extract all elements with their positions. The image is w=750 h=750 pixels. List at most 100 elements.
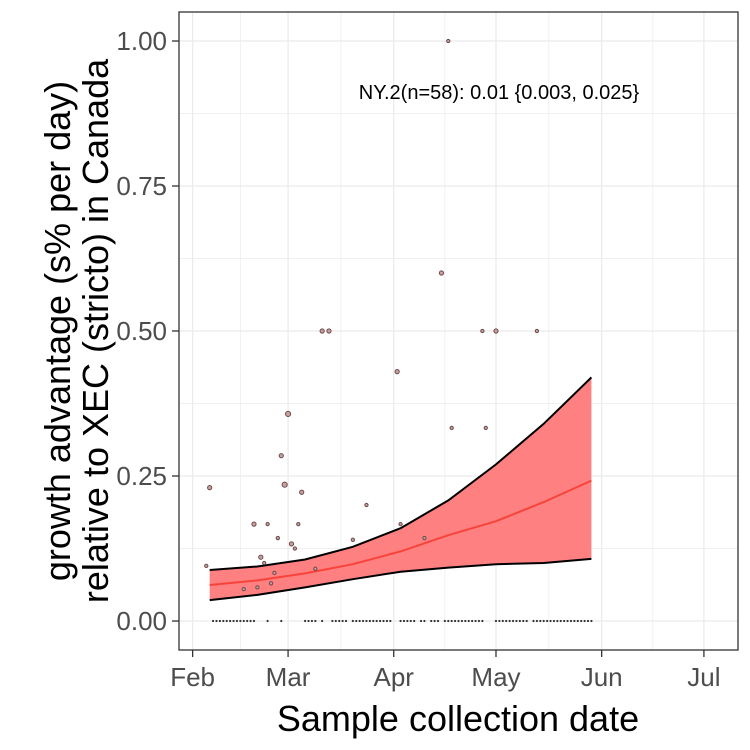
zero-data-point (535, 619, 538, 623)
zero-data-point (361, 619, 365, 623)
data-point (493, 328, 499, 334)
zero-data-point (379, 619, 382, 623)
zero-data-point (229, 619, 232, 623)
y-tick-label: 0.00 (116, 606, 167, 636)
zero-data-point (464, 619, 467, 623)
data-point (364, 502, 369, 508)
x-tick-label: Mar (266, 662, 311, 692)
upper-bound-line (209, 376, 593, 571)
zero-data-point (477, 619, 481, 623)
y-axis: 0.00 0.25 0.50 0.75 1.00 (116, 26, 179, 636)
zero-data-point (215, 619, 218, 623)
data-point (285, 410, 292, 417)
zero-data-point (402, 619, 406, 623)
zero-data-point (310, 619, 314, 623)
zero-data-point (218, 619, 222, 623)
zero-data-point (549, 619, 552, 623)
zero-data-point (399, 619, 402, 623)
zero-data-point (518, 619, 521, 623)
zero-data-point (590, 619, 593, 623)
zero-data-point (580, 619, 583, 623)
zero-data-point (532, 619, 535, 623)
zero-data-point (368, 619, 371, 623)
zero-data-point (239, 619, 242, 623)
y-axis-title-line-1: growth advantage (s% per day) (37, 81, 78, 581)
data-point (288, 541, 295, 547)
zero-data-point (457, 619, 460, 623)
zero-data-point (252, 619, 256, 623)
zero-data-point (586, 619, 590, 623)
data-point (272, 570, 277, 576)
data-point (275, 535, 280, 541)
data-point (207, 485, 213, 491)
y-axis-title-line-2: relative to XEC (stricto) in Canada (75, 58, 116, 603)
zero-data-point (511, 619, 515, 623)
zero-data-point (559, 619, 562, 623)
data-point (265, 521, 270, 527)
x-axis-title: Sample collection date (277, 698, 639, 739)
data-point (422, 535, 427, 541)
zero-data-point (375, 619, 378, 623)
zero-data-point (358, 619, 361, 623)
zero-data-point (413, 619, 416, 623)
confidence-ribbon (209, 377, 592, 601)
zero-data-point (389, 619, 392, 623)
zero-data-point (576, 619, 579, 623)
data-point (258, 554, 264, 560)
data-point (299, 489, 305, 495)
y-tick-label: 0.75 (116, 171, 167, 201)
zero-data-point (467, 619, 470, 623)
zero-data-point (242, 619, 245, 623)
zero-data-point (331, 619, 334, 623)
zero-data-point (583, 619, 586, 623)
zero-data-point (481, 619, 484, 623)
zero-data-point (508, 619, 511, 623)
zero-data-point (436, 619, 440, 623)
data-point (292, 546, 298, 551)
x-tick-label: Jul (687, 662, 720, 692)
data-point (313, 566, 318, 571)
zero-data-point (246, 619, 249, 623)
zero-data-point (225, 619, 228, 623)
x-tick-label: Jun (581, 662, 623, 692)
y-axis-title: growth advantage (s% per day) relative t… (37, 58, 116, 603)
data-point (394, 369, 400, 375)
zero-data-point (569, 619, 573, 623)
data-point (483, 425, 488, 431)
zero-data-point (433, 619, 436, 623)
zero-data-point (409, 619, 412, 623)
data-point (449, 425, 454, 431)
x-tick-label: Apr (374, 662, 415, 692)
zero-data-point (307, 619, 310, 623)
data-point (204, 563, 209, 569)
data-point (255, 585, 260, 590)
zero-data-point (338, 619, 341, 623)
x-axis: Feb Mar Apr May Jun Jul (170, 650, 721, 692)
data-point (278, 453, 284, 459)
zero-data-point (222, 619, 225, 623)
zero-data-point (235, 619, 239, 623)
zero-data-point (406, 619, 409, 623)
zero-data-point (372, 619, 375, 623)
y-tick-label: 0.25 (116, 461, 167, 491)
y-tick-label: 1.00 (116, 26, 167, 56)
lower-bound-line (209, 557, 592, 602)
zero-data-point (515, 619, 518, 623)
data-point (319, 328, 325, 334)
zero-data-point (314, 619, 317, 623)
zero-data-point (522, 619, 525, 623)
zero-data-point (505, 619, 508, 623)
data-point (350, 537, 355, 542)
annotation-text: NY.2(n=58): 0.01 {0.003, 0.025} (359, 82, 640, 104)
zero-data-point (525, 619, 528, 623)
data-points-layer (204, 38, 593, 623)
zero-data-point (249, 619, 252, 623)
zero-data-point (556, 619, 559, 623)
zero-data-point (471, 619, 474, 623)
data-point (241, 586, 246, 592)
zero-data-point (266, 619, 269, 623)
data-point (446, 38, 451, 44)
zero-data-point (460, 619, 464, 623)
zero-data-point (382, 619, 385, 623)
